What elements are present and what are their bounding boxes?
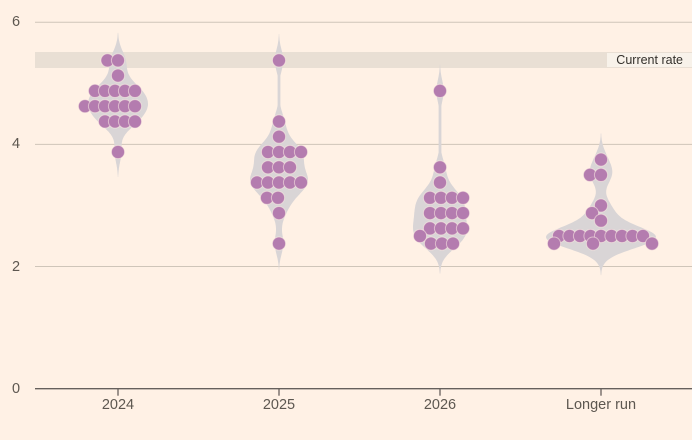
- dot: [110, 144, 126, 160]
- y-axis-label-6: 6: [11, 14, 21, 30]
- dot: [432, 83, 448, 99]
- x-axis-label-2026: 2026: [423, 397, 457, 413]
- dot: [445, 236, 461, 251]
- dot: [127, 83, 143, 99]
- dot: [455, 190, 471, 205]
- dot: [271, 114, 287, 129]
- x-axis-label-2024: 2024: [101, 397, 135, 413]
- dot: [271, 129, 287, 144]
- x-axis-label-2025: 2025: [262, 397, 296, 413]
- dot: [635, 228, 651, 244]
- dot: [644, 236, 660, 251]
- current-rate-band: Current rate: [35, 52, 692, 68]
- dot: [584, 206, 600, 221]
- dot: [432, 175, 448, 190]
- y-axis-label-0: 0: [11, 381, 21, 397]
- dot: [271, 53, 287, 68]
- y-axis-label-4: 4: [11, 136, 21, 152]
- dot: [593, 213, 609, 228]
- dot: [593, 198, 609, 213]
- dot: [110, 53, 126, 68]
- dot: [271, 236, 287, 251]
- dot: [585, 236, 601, 251]
- dot: [593, 167, 609, 182]
- dot: [282, 160, 298, 175]
- current-rate-label: Current rate: [607, 53, 692, 67]
- dot: [127, 99, 143, 114]
- dot: [271, 206, 287, 221]
- dot: [293, 175, 309, 190]
- dot: [270, 190, 286, 205]
- dot: [593, 152, 609, 167]
- dot: [546, 236, 562, 251]
- dot: [127, 114, 143, 129]
- dot: [432, 160, 448, 175]
- dot: [293, 144, 309, 160]
- dot: [455, 221, 471, 236]
- x-axis-label-longer-run: Longer run: [565, 397, 637, 413]
- dot: [455, 206, 471, 221]
- y-axis-label-2: 2: [11, 259, 21, 275]
- dot: [110, 68, 126, 83]
- dot: [412, 228, 428, 244]
